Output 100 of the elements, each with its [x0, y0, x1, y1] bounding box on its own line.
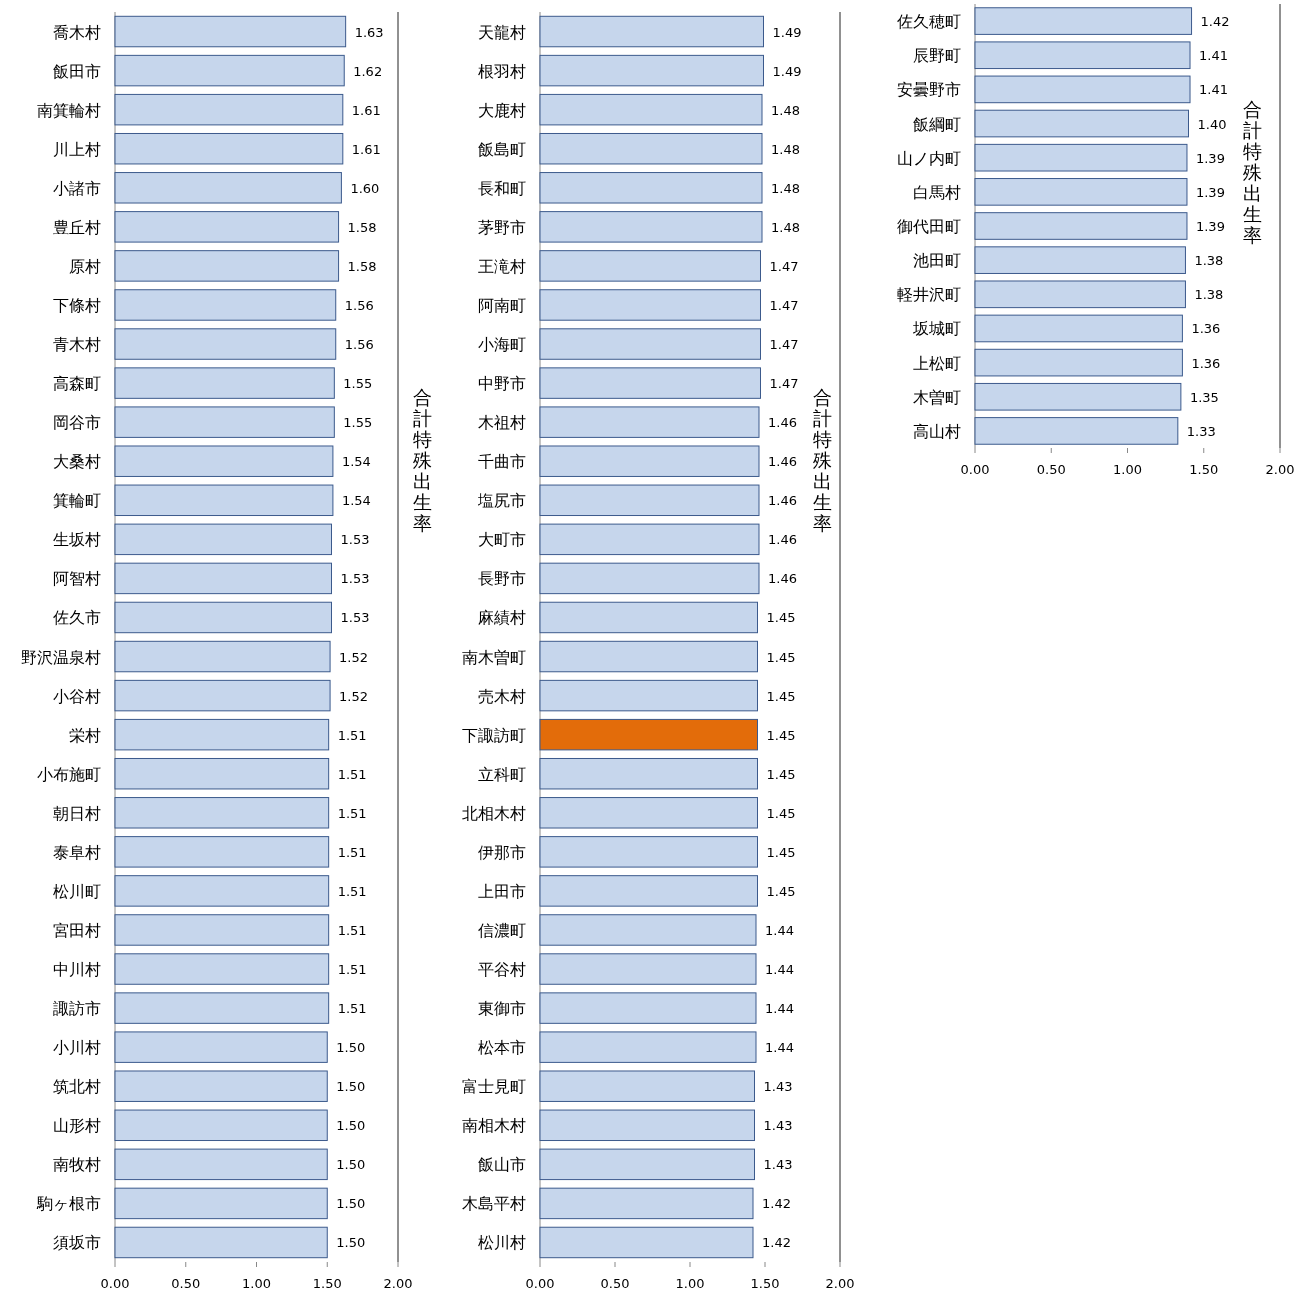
data-label: 1.43 [763, 1118, 793, 1134]
y-tick-label: 飯山市 [478, 1155, 526, 1175]
y-tick-label: 中野市 [478, 374, 526, 394]
y-tick-label: 松川町 [53, 881, 101, 901]
data-label: 1.46 [768, 571, 797, 587]
y-tick-label: 諏訪市 [53, 999, 101, 1019]
data-label: 1.52 [339, 688, 369, 704]
data-label: 1.51 [337, 962, 367, 978]
y-tick-label: 信濃町 [478, 920, 526, 940]
data-label: 1.42 [1200, 14, 1230, 30]
data-label: 1.45 [766, 805, 796, 821]
x-tick-label: 0.50 [171, 1276, 201, 1291]
data-label: 1.61 [351, 102, 381, 118]
y-tick-label: 長和町 [478, 178, 526, 198]
y-tick-label: 筑北村 [53, 1077, 101, 1097]
data-label: 1.47 [769, 297, 799, 313]
x-tick-label: 0.50 [600, 1276, 630, 1291]
data-label: 1.51 [337, 766, 367, 782]
y-tick-label: 南牧村 [53, 1155, 101, 1175]
y-tick-label: 御代田町 [897, 217, 961, 236]
y-tick-label: 麻績村 [478, 608, 526, 628]
data-label: 1.42 [762, 1196, 791, 1212]
y-tick-label: 茅野市 [478, 217, 526, 237]
data-label: 1.50 [336, 1079, 366, 1095]
data-label: 1.38 [1194, 253, 1224, 269]
data-label: 1.45 [766, 688, 796, 704]
data-label: 1.46 [768, 415, 797, 431]
y-tick-label: 中川村 [53, 960, 101, 980]
data-label: 1.53 [340, 532, 370, 548]
y-tick-label: 須坂市 [53, 1233, 101, 1253]
x-tick-label: 1.50 [312, 1276, 342, 1291]
data-label: 1.45 [766, 610, 796, 626]
data-label: 1.54 [341, 493, 371, 509]
y-tick-label: 坂城町 [912, 319, 961, 339]
data-label: 1.45 [766, 883, 796, 899]
data-label: 1.50 [336, 1157, 366, 1173]
y-tick-label: 富士見町 [462, 1077, 526, 1097]
y-tick-label: 上松町 [913, 353, 961, 373]
y-tick-label: 根羽村 [478, 61, 526, 81]
y-tick-label: 高山村 [913, 421, 961, 441]
y-tick-label: 小海町 [478, 335, 526, 355]
y-tick-label: 生坂村 [53, 530, 101, 550]
y-tick-label: 朝日村 [53, 803, 101, 823]
y-tick-label: 松川村 [478, 1233, 526, 1253]
data-label: 1.48 [771, 219, 800, 235]
y-tick-label: 喬木村 [53, 22, 101, 42]
data-label: 1.48 [771, 102, 800, 118]
y-tick-label: 南相木村 [462, 1116, 526, 1136]
data-label: 1.44 [765, 962, 794, 978]
y-tick-label: 下條村 [53, 295, 101, 315]
data-label: 1.45 [766, 727, 796, 743]
y-tick-label: 岡谷市 [53, 413, 101, 433]
y-tick-label: 辰野町 [913, 46, 961, 66]
y-tick-label: 箕輪町 [53, 491, 101, 511]
y-tick-label: 小布施町 [37, 764, 101, 784]
y-tick-label: 大町市 [478, 530, 526, 550]
data-label: 1.46 [768, 532, 797, 548]
data-label: 1.49 [772, 24, 802, 40]
data-label: 1.51 [337, 883, 367, 899]
y-tick-label: 駒ヶ根市 [36, 1194, 101, 1214]
y-tick-label: 長野市 [478, 569, 526, 589]
y-axis-title: 合計特殊出生率 [412, 386, 432, 534]
data-label: 1.58 [347, 258, 377, 274]
data-label: 1.62 [353, 63, 383, 79]
data-label: 1.43 [763, 1157, 793, 1173]
y-tick-label: 小川村 [53, 1038, 101, 1058]
data-label: 1.49 [772, 63, 802, 79]
y-tick-label: 売木村 [478, 686, 526, 706]
y-tick-label: 松本市 [478, 1038, 526, 1058]
y-tick-label: 王滝村 [478, 256, 526, 276]
data-label: 1.36 [1191, 321, 1221, 337]
data-label: 1.60 [350, 180, 380, 196]
data-label: 1.61 [351, 141, 381, 157]
data-label: 1.41 [1199, 82, 1228, 98]
data-label: 1.47 [769, 258, 799, 274]
data-label: 1.39 [1195, 150, 1225, 166]
data-label: 1.53 [340, 610, 370, 626]
y-tick-label: 南木曽町 [462, 647, 526, 667]
x-tick-label: 1.00 [675, 1276, 705, 1291]
y-tick-label: 軽井沢町 [897, 285, 961, 305]
y-tick-label: 佐久穂町 [897, 12, 961, 32]
x-tick-label: 0.00 [100, 1276, 130, 1291]
data-label: 1.44 [765, 922, 794, 938]
data-label: 1.36 [1191, 355, 1221, 371]
x-tick-label: 2.00 [825, 1276, 855, 1291]
data-label: 1.56 [344, 337, 374, 353]
y-tick-label: 塩尻市 [477, 491, 526, 511]
data-label: 1.55 [343, 415, 373, 431]
y-tick-label: 野沢温泉村 [21, 647, 101, 667]
data-label: 1.44 [765, 1001, 794, 1017]
data-label: 1.51 [337, 922, 367, 938]
data-label: 1.39 [1195, 219, 1225, 234]
x-tick-label: 1.00 [1113, 462, 1142, 477]
data-label: 1.39 [1195, 184, 1225, 200]
y-tick-label: 飯綱町 [913, 114, 961, 134]
data-label: 1.51 [337, 844, 367, 860]
x-tick-label: 1.50 [750, 1276, 780, 1291]
x-tick-label: 1.00 [242, 1276, 271, 1291]
y-tick-label: 飯田市 [53, 61, 101, 81]
y-tick-label: 千曲市 [478, 452, 526, 472]
